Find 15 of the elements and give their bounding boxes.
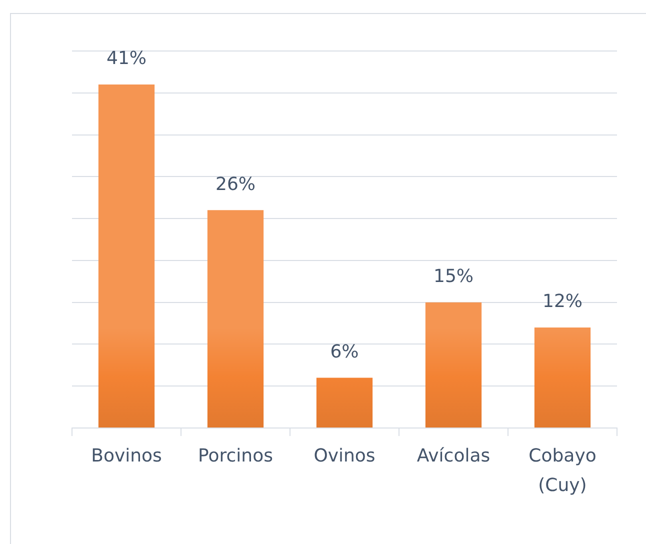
x-tick-label: Ovinos bbox=[314, 446, 376, 467]
bar bbox=[425, 302, 482, 428]
data-label: 12% bbox=[542, 291, 583, 312]
x-tick-label: Bovinos bbox=[91, 446, 162, 467]
bar bbox=[98, 84, 155, 428]
data-label: 15% bbox=[433, 266, 474, 288]
bar bbox=[207, 210, 264, 428]
data-label: 6% bbox=[330, 341, 359, 362]
data-label: 26% bbox=[215, 174, 256, 195]
bar bbox=[316, 378, 373, 428]
x-tick-label: Avícolas bbox=[416, 446, 490, 467]
bar bbox=[534, 327, 591, 428]
data-label: 41% bbox=[106, 48, 147, 70]
x-tick-label: Cobayo (Cuy) bbox=[528, 446, 596, 496]
x-tick-label: Porcinos bbox=[198, 446, 273, 467]
